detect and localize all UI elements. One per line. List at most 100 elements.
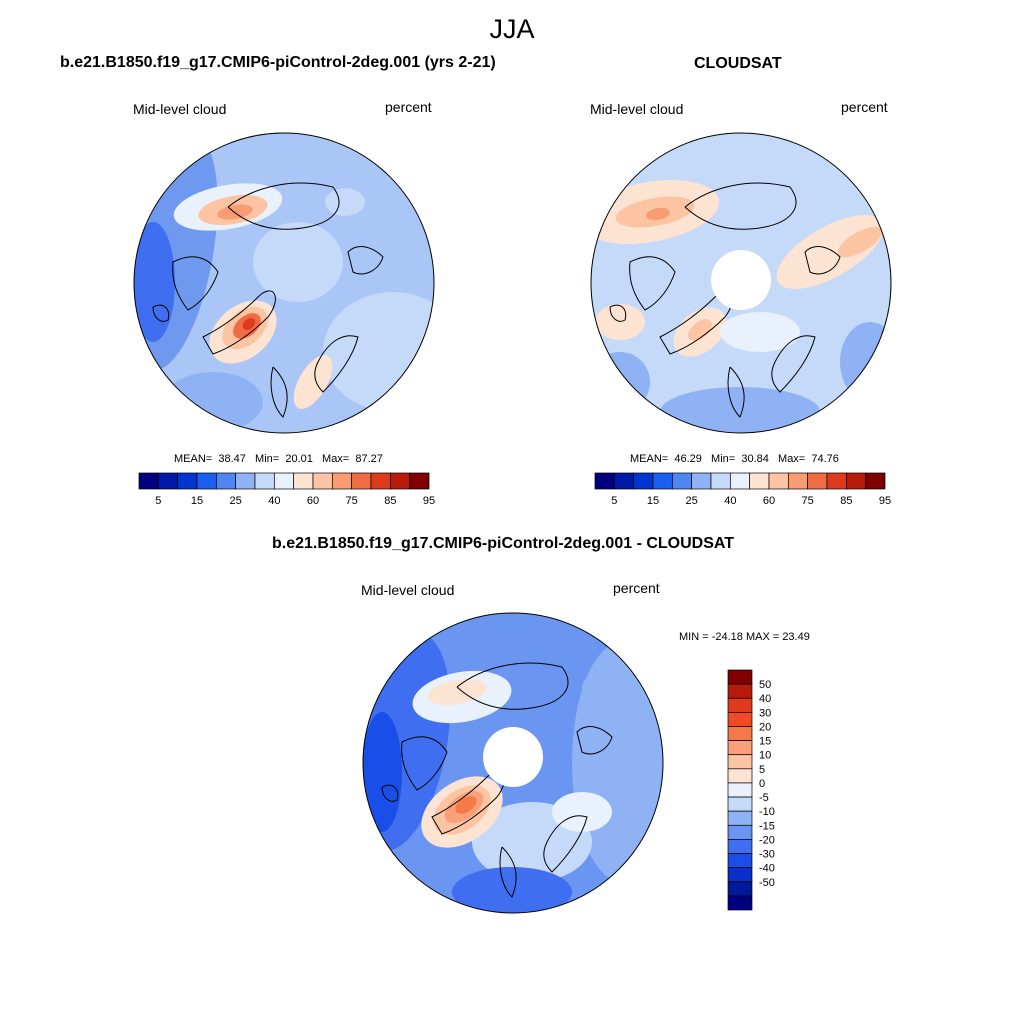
panel1-colorbar-tick-label: 95 (423, 495, 435, 507)
panel2-colorbar-swatch (749, 472, 770, 490)
panel3-units-label: percent (613, 580, 660, 596)
panel1-colorbar: 5 15 25 40 60 75 85 95 (138, 472, 435, 507)
panel2-units-label: percent (841, 99, 888, 115)
panel3-colorbar-swatch (727, 796, 753, 812)
panel3-colorbar-swatch (727, 740, 753, 756)
panel2-max-value: 74.76 (811, 453, 839, 465)
panel1-colorbar-tick-label: 15 (191, 495, 203, 507)
panel3-title: b.e21.B1850.f19_g17.CMIP6-piControl-2deg… (272, 535, 735, 552)
panel2-colorbar-swatch (652, 472, 673, 490)
panel2-colorbar-tick-label: 60 (763, 495, 775, 507)
panel2-colorbar: 5 15 25 40 60 75 85 95 (594, 472, 891, 507)
panel3-colorbar-tick-label: -5 (759, 792, 769, 804)
panel2-cloud-region (720, 312, 800, 352)
panel2-colorbar-swatch (768, 472, 789, 490)
panel3-colorbar-tick-label: -30 (759, 849, 775, 861)
panel1-colorbar-tick-label: 25 (230, 495, 242, 507)
panel1-coastline (270, 366, 288, 418)
panel3-map-border (362, 612, 664, 914)
panel1-cloud-region (134, 222, 175, 342)
panel1-max-value: 87.27 (355, 453, 383, 465)
panel1-cloud-region (163, 372, 263, 432)
panel1-coastline (172, 256, 219, 311)
panel3-colorbar-swatch (727, 683, 753, 699)
panel3-colorbar-tick-label: 0 (759, 778, 765, 790)
panel3-colorbar-swatch (727, 754, 753, 770)
panel2-colorbar-tick-label: 40 (724, 495, 736, 507)
panel3-coastline (401, 736, 448, 791)
panel2-coastline (804, 246, 841, 275)
panel2-stats: MEAN= 46.29 Min= 30.84 Max= 74.76 (630, 453, 839, 465)
panel1-coastline (152, 304, 170, 322)
panel2-coastline (629, 256, 676, 311)
panel1-colorbar-tick-label: 75 (346, 495, 358, 507)
panel1-cloud-region (242, 318, 256, 330)
panel3-cloud-region (455, 796, 477, 814)
panel3-colorbar-tick-label: 20 (759, 721, 771, 733)
panel2-coastline (609, 304, 627, 322)
panel2-colorbar-swatch (633, 472, 654, 490)
panel2-colorbar-swatch (613, 472, 635, 490)
panel3-coastline (499, 846, 517, 898)
panel3-colorbar-swatch (727, 867, 753, 883)
panel1-colorbar-tick-label: 85 (384, 495, 396, 507)
panel1-colorbar-swatch (409, 472, 430, 490)
panel3-colorbar-tick-label: -20 (759, 834, 775, 846)
panel1-cloud-region (217, 204, 253, 220)
panel1-colorbar-swatch (177, 472, 198, 490)
panel3-polar-data-gap (483, 727, 543, 787)
panel2-cloud-region (591, 352, 650, 412)
panel3-colorbar-swatch (727, 810, 753, 826)
panel3-coastline (456, 662, 569, 710)
panel2-colorbar-swatch (807, 472, 828, 490)
panel2-min-value: 30.84 (741, 453, 769, 465)
panel3-cloud-region (452, 867, 572, 913)
panel2-colorbar-swatch (865, 472, 886, 490)
panel1-colorbar-tick-label: 40 (268, 495, 280, 507)
panel2-map-border (590, 132, 892, 434)
panel3-colorbar-tick-label: 5 (759, 764, 765, 776)
panel3-stats: MIN = -24.18 MAX = 23.49 (679, 631, 810, 643)
panel2-cloud-region (840, 322, 891, 402)
panel2-colorbar-tick-label: 95 (879, 495, 891, 507)
panel3-colorbar-swatch (727, 712, 753, 727)
panel2-colorbar-swatch (710, 472, 731, 490)
panel3-colorbar-tick-label: 40 (759, 693, 771, 705)
panel2-colorbar-tick-label: 25 (686, 495, 698, 507)
panel2-variable-label: Mid-level cloud (590, 101, 684, 117)
panel1-colorbar-swatch (138, 472, 159, 490)
panel2-cloud-region (660, 387, 820, 433)
panel2-colorbar-swatch (826, 472, 847, 490)
panel2-title: CLOUDSAT (694, 55, 782, 72)
panel3-colorbar-tick-label: -10 (759, 806, 775, 818)
panel1-colorbar-swatch (254, 472, 275, 490)
panel2-polar-data-gap (711, 250, 771, 310)
panel2-coastline (684, 182, 797, 230)
panel3-polar-map (362, 612, 664, 914)
panel3-colorbar-swatch (727, 824, 753, 840)
panel1-polar-map (133, 132, 435, 434)
panel2-cloud-region (646, 207, 670, 221)
panel3-cloud-region (552, 792, 612, 832)
panel1-mean-value: 38.47 (218, 453, 246, 465)
panel2-colorbar-tick-label: 85 (840, 495, 852, 507)
panel2-colorbar-swatch (729, 472, 751, 490)
panel3-coastline (543, 815, 588, 873)
panel3-colorbar-swatch (727, 726, 753, 741)
panel1-colorbar-swatch (312, 472, 333, 490)
panel2-colorbar-swatch (845, 472, 867, 490)
panel3-colorbar-tick-label: 30 (759, 707, 771, 719)
panel2-colorbar-swatch (671, 472, 693, 490)
panel1-cloud-region (323, 292, 434, 412)
panel1-coastline (227, 182, 340, 230)
panel3-colorbar-swatch (727, 839, 753, 854)
panel2-cloud-region (688, 319, 712, 341)
panel3-colorbar-tick-label: 50 (759, 679, 771, 691)
panel1-min-value: 20.01 (285, 453, 313, 465)
panel2-cloud-region (837, 226, 883, 258)
panel1-colorbar-swatch (235, 472, 256, 490)
panel3-coastline (381, 784, 399, 802)
panel1-title: b.e21.B1850.f19_g17.CMIP6-piControl-2deg… (60, 54, 496, 71)
panel1-cloud-region (293, 355, 333, 409)
